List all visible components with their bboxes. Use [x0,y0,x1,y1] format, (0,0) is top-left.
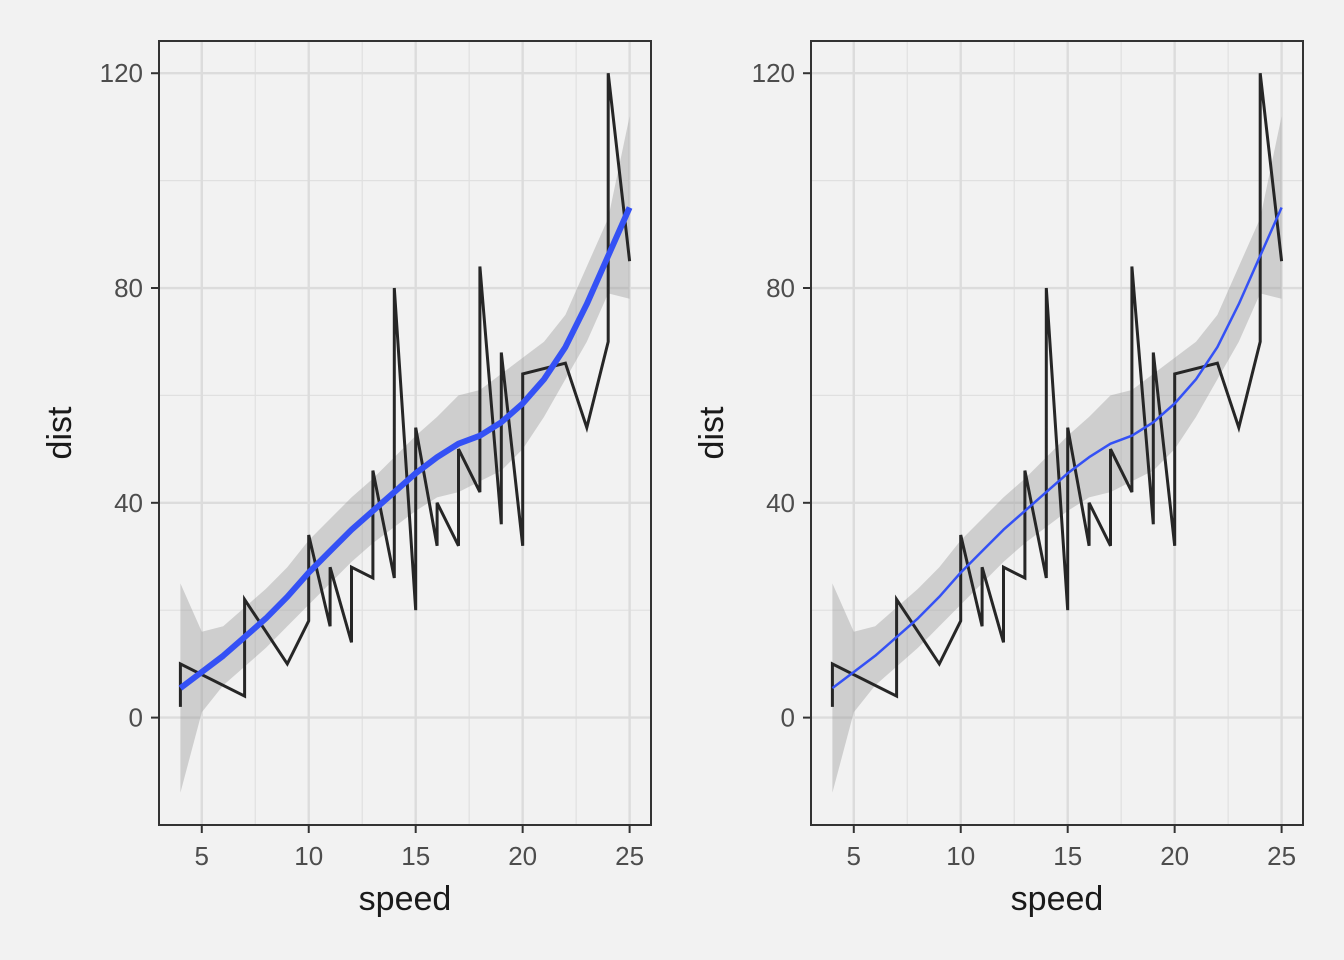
x-tick-label: 5 [847,841,861,871]
x-axis-title: speed [359,880,452,918]
x-tick-label: 25 [615,841,644,871]
y-tick-label: 120 [752,58,795,88]
panel-border [810,40,1304,826]
x-tick-label: 20 [1160,841,1189,871]
smooth-fit-line [178,206,633,691]
y-tick-label: 120 [100,58,143,88]
panel-border [158,40,652,826]
x-tick-label: 10 [946,841,975,871]
smooth-fit-line [831,206,1283,690]
x-tick-label: 20 [508,841,537,871]
x-tick-label: 15 [1053,841,1082,871]
y-tick-label: 80 [766,273,795,303]
left-panel: 5 10 15 20 25 0 40 80 120 speed dist [41,40,652,918]
y-axis-title: dist [41,406,79,459]
y-tick-label: 80 [114,273,143,303]
x-tick-label: 10 [294,841,323,871]
y-tick-label: 0 [781,703,795,733]
y-axis-title: dist [693,406,731,459]
x-tick-label: 5 [195,841,209,871]
y-tick-label: 40 [766,488,795,518]
x-axis-title: speed [1011,880,1104,918]
y-tick-label: 0 [129,703,143,733]
x-tick-label: 15 [401,841,430,871]
x-tick-label: 25 [1267,841,1296,871]
right-panel: 5 10 15 20 25 0 40 80 120 speed dist [693,40,1304,918]
data-path-line [178,73,632,707]
data-path-line [830,73,1284,707]
y-tick-label: 40 [114,488,143,518]
